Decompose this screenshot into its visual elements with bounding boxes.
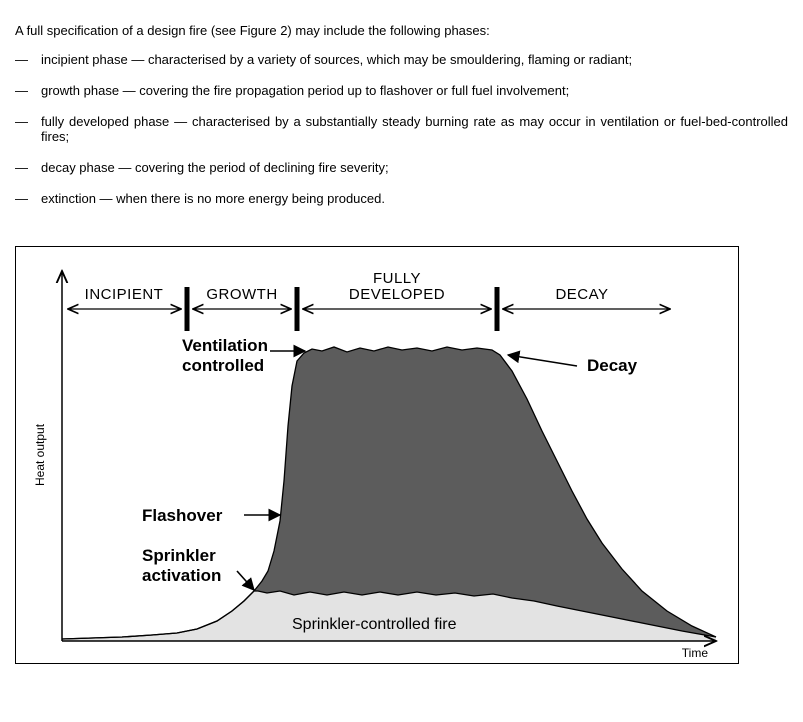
phase-item: growth phase — covering the fire propaga… [15, 83, 788, 98]
flashover-label: Flashover [142, 506, 223, 525]
sprinkler-region-label: Sprinkler-controlled fire [292, 616, 457, 633]
fire-chart: Heat output Time INCIPIENT GROWTH FULLYDEVEL… [22, 251, 722, 661]
y-axis-label: Heat output [33, 423, 47, 486]
decay-lbl-label: Decay [587, 356, 638, 375]
phase-label: INCIPIENT [85, 286, 164, 303]
phase-label: DEVELOPED [349, 286, 445, 303]
phase-item: incipient phase — characterised by a var… [15, 52, 788, 67]
ventilation-label: Ventilation [182, 336, 268, 355]
intro-text: A full specification of a design fire (s… [15, 23, 788, 38]
phase-item: extinction — when there is no more energ… [15, 191, 788, 206]
phase-label: DECAY [555, 286, 608, 303]
sprinkler-act-label: activation [142, 566, 221, 585]
x-axis-label: Time [682, 646, 709, 660]
ventilation-label: controlled [182, 356, 264, 375]
phase-item: decay phase — covering the period of dec… [15, 160, 788, 175]
fire-phases-figure: Heat output Time INCIPIENT GROWTH FULLYDEVEL… [15, 246, 739, 664]
phase-label: FULLY [373, 270, 421, 287]
phase-list: incipient phase — characterised by a var… [15, 52, 788, 206]
sprinkler-act-label: Sprinkler [142, 546, 216, 565]
phase-item: fully developed phase — characterised by… [15, 114, 788, 144]
phase-label: GROWTH [206, 286, 277, 303]
